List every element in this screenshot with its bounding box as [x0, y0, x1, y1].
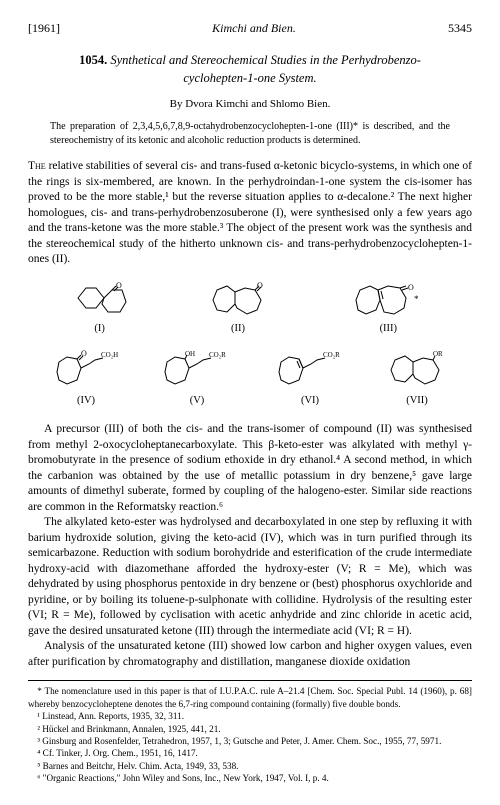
footnotes: * The nomenclature used in this paper is…: [28, 680, 472, 784]
footnote-5: ⁵ Barnes and Beitchr, Helv. Chim. Acta, …: [28, 760, 472, 772]
paragraph-1: The relative stabilities of several cis-…: [28, 159, 472, 268]
sub-CO2H: CO₂H: [101, 351, 118, 359]
author-line: By Dvora Kimchi and Shlomo Bien.: [170, 98, 331, 110]
structure-VI-svg: CO₂R: [273, 350, 347, 392]
paper-number: 1054.: [79, 53, 107, 67]
svg-text:*: *: [414, 294, 419, 304]
structure-VI: CO₂R (VI): [273, 350, 347, 408]
running-header: [1961] Kimchi and Bien. 5345: [28, 20, 472, 36]
label-VII: (VII): [385, 394, 449, 408]
structure-VII-svg: OR: [385, 350, 449, 392]
para1-body: relative stabilities of several cis- and…: [28, 160, 472, 265]
structure-V-svg: OH CO₂R: [159, 350, 235, 392]
label-II: (II): [207, 322, 269, 336]
paragraph-3: The alkylated keto-ester was hydrolysed …: [28, 515, 472, 639]
paper-title: 1054. Synthetical and Stereochemical Stu…: [28, 52, 472, 87]
footnote-6: ⁶ "Organic Reactions," John Wiley and So…: [28, 772, 472, 784]
structures-row-2: O CO₂H (IV) OH CO₂R (V): [32, 350, 468, 408]
para1-lead: The: [28, 160, 46, 172]
structure-V: OH CO₂R (V): [159, 350, 235, 408]
header-running: Kimchi and Bien.: [212, 20, 296, 36]
structure-VII: OR (VII): [385, 350, 449, 408]
footnote-2: ² Hückel and Brinkmann, Annalen, 1925, 4…: [28, 723, 472, 735]
header-page: 5345: [448, 20, 472, 36]
structure-II-svg: O: [207, 280, 269, 320]
structure-III-svg: O *: [348, 280, 428, 320]
structure-II: O (II): [207, 280, 269, 336]
sub-CO2R-v: CO₂R: [209, 351, 226, 359]
svg-text:O: O: [408, 283, 414, 292]
structure-I-svg: O: [72, 280, 128, 320]
authors: By Dvora Kimchi and Shlomo Bien.: [28, 97, 472, 112]
footnote-star: * The nomenclature used in this paper is…: [28, 685, 472, 710]
label-VI: (VI): [273, 394, 347, 408]
abstract: The preparation of 2,3,4,5,6,7,8,9-octah…: [50, 120, 450, 147]
label-III: (III): [348, 322, 428, 336]
footnote-3: ³ Ginsburg and Rosenfelder, Tetrahedron,…: [28, 735, 472, 747]
structure-III: O * (III): [348, 280, 428, 336]
title-line1: Synthetical and Stereochemical Studies i…: [110, 53, 421, 67]
label-I: (I): [72, 322, 128, 336]
footnote-4: ⁴ Cf. Tinker, J. Org. Chem., 1951, 16, 1…: [28, 747, 472, 759]
paragraph-2: A precursor (III) of both the cis- and t…: [28, 422, 472, 515]
title-line2: cyclohepten-1-one System.: [183, 71, 316, 85]
structure-I: O (I): [72, 280, 128, 336]
structures-row-1: O (I) O (II) O: [32, 280, 468, 336]
label-V: (V): [159, 394, 235, 408]
sub-CO2R-vi: CO₂R: [323, 351, 340, 359]
structure-IV-svg: O CO₂H: [51, 350, 121, 392]
paragraph-4: Analysis of the unsaturated ketone (III)…: [28, 639, 472, 670]
footnote-1: ¹ Linstead, Ann. Reports, 1935, 32, 311.: [28, 710, 472, 722]
structure-IV: O CO₂H (IV): [51, 350, 121, 408]
header-year: [1961]: [28, 20, 60, 36]
label-IV: (IV): [51, 394, 121, 408]
